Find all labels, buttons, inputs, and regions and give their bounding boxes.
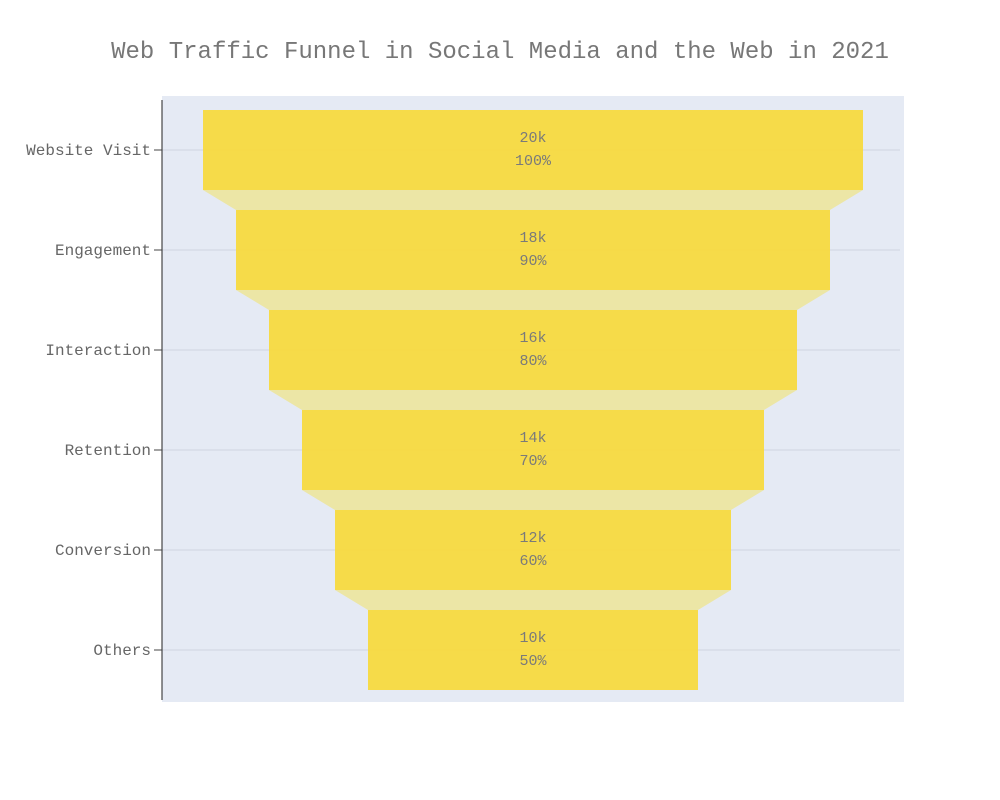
y-tick-label: Others	[93, 642, 151, 660]
funnel-bar-conversion	[335, 510, 731, 590]
percent-label: 90%	[519, 253, 547, 270]
funnel-connector	[302, 490, 764, 510]
value-label: 20k	[519, 130, 546, 147]
chart-title: Web Traffic Funnel in Social Media and t…	[111, 39, 889, 66]
percent-label: 50%	[519, 653, 547, 670]
funnel-connector	[335, 590, 731, 610]
value-label: 10k	[519, 630, 546, 647]
value-label: 14k	[519, 430, 546, 447]
percent-label: 80%	[519, 353, 547, 370]
funnel-connector	[269, 390, 797, 410]
funnel-connectors	[203, 190, 863, 610]
value-label: 18k	[519, 230, 546, 247]
y-tick-label: Website Visit	[26, 142, 151, 160]
funnel-bars	[203, 110, 863, 690]
value-label: 12k	[519, 530, 546, 547]
y-tick-label: Engagement	[55, 242, 151, 260]
funnel-bar-engagement	[236, 210, 830, 290]
y-tick-label: Interaction	[45, 342, 151, 360]
percent-label: 60%	[519, 553, 547, 570]
funnel-bar-retention	[302, 410, 764, 490]
y-tick-label: Retention	[65, 442, 151, 460]
y-axis-ticks: Website Visit Engagement Interaction Retent…	[26, 142, 162, 660]
funnel-connector	[236, 290, 830, 310]
value-label: 16k	[519, 330, 546, 347]
funnel-connector	[203, 190, 863, 210]
funnel-bar-interaction	[269, 310, 797, 390]
funnel-bar-website-visit	[203, 110, 863, 190]
y-tick-label: Conversion	[55, 542, 151, 560]
data-labels: 20k 100% 18k 90% 16k 80% 14k 70% 12k 60% 10k 50%	[515, 130, 552, 670]
percent-label: 70%	[519, 453, 547, 470]
funnel-bar-others	[368, 610, 698, 690]
percent-label: 100%	[515, 153, 552, 170]
